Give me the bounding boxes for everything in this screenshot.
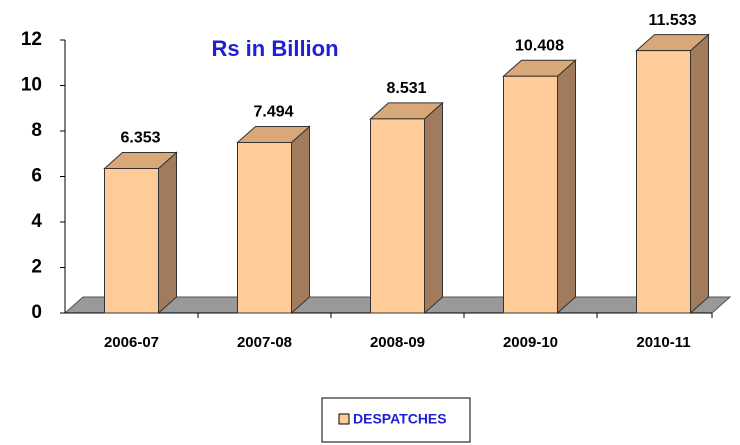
bar-face [557, 59, 576, 315]
x-tick-label: 2007-08 [237, 334, 292, 351]
y-tick-label: 0 [31, 302, 42, 323]
y-tick-label: 4 [31, 211, 42, 232]
data-label: 11.533 [648, 12, 696, 29]
chart-title: Rs in Billion [211, 36, 338, 61]
data-label: 6.353 [120, 130, 160, 147]
x-tick-label: 2006-07 [104, 334, 159, 351]
y-tick-label: 12 [21, 29, 42, 50]
bar-face [104, 167, 159, 314]
y-tick-label: 10 [21, 75, 42, 96]
x-tick-label: 2009-10 [503, 334, 558, 351]
bar [502, 59, 577, 315]
bar [369, 101, 444, 315]
y-tick-label: 2 [31, 257, 42, 278]
y-tick-label: 6 [31, 166, 42, 187]
data-label: 7.494 [253, 104, 293, 121]
y-tick-label: 8 [31, 120, 42, 141]
data-label: 8.531 [386, 80, 426, 97]
bar-face [291, 125, 310, 315]
bar [635, 33, 710, 315]
legend-swatch [338, 413, 350, 425]
bar-face [424, 101, 443, 315]
bar [103, 151, 178, 315]
bar-face [158, 151, 177, 315]
x-tick-label: 2010-11 [636, 334, 690, 351]
bar-face [237, 142, 292, 314]
bar-face [503, 75, 558, 314]
bar-face [690, 33, 709, 315]
bar [236, 125, 311, 315]
x-tick-label: 2008-09 [370, 334, 425, 351]
bar-face [636, 50, 691, 314]
legend-label: DESPATCHES [353, 411, 447, 427]
bar-face [370, 118, 425, 314]
data-label: 10.408 [515, 37, 564, 54]
